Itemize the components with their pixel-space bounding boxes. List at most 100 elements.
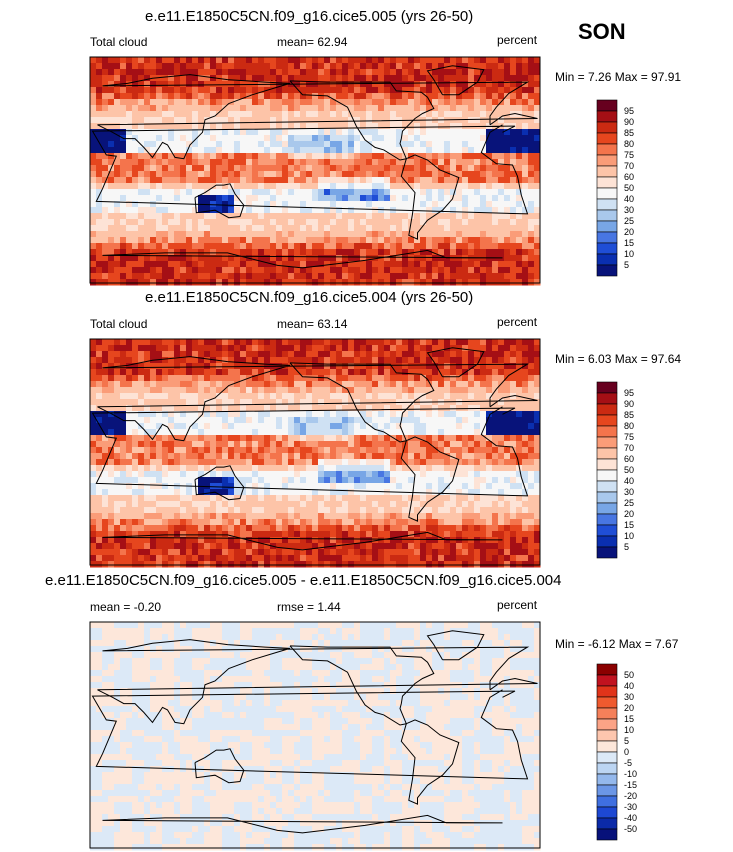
contour-cell (474, 417, 481, 424)
contour-cell (102, 87, 109, 94)
contour-cell (276, 411, 283, 418)
contour-cell (138, 459, 145, 466)
contour-cell (114, 471, 121, 478)
contour-cell (144, 375, 151, 382)
contour-cell (234, 255, 241, 262)
contour-cell (504, 69, 511, 76)
contour-cell (102, 501, 109, 508)
contour-cell (222, 411, 229, 418)
contour-cell (462, 93, 469, 100)
contour-cell (408, 411, 415, 418)
contour-cell (420, 99, 427, 106)
contour-cell (126, 93, 133, 100)
contour-cell (282, 423, 289, 430)
contour-cell (240, 393, 247, 400)
contour-cell (168, 75, 175, 82)
contour-cell (138, 345, 145, 352)
contour-cell (258, 225, 265, 232)
contour-cell (360, 369, 367, 376)
contour-cell (510, 429, 517, 436)
contour-cell (162, 495, 169, 502)
contour-cell (96, 69, 103, 76)
contour-cell (378, 141, 385, 148)
contour-cell (456, 387, 463, 394)
contour-cell (372, 351, 379, 358)
contour-cell (282, 447, 289, 454)
contour-cell (222, 99, 229, 106)
contour-cell (342, 243, 349, 250)
contour-cell (246, 177, 253, 184)
contour-cell (240, 477, 247, 484)
contour-cell (366, 501, 373, 508)
contour-cell (312, 399, 319, 406)
contour-cell (354, 501, 361, 508)
contour-cell (168, 63, 175, 70)
contour-cell (312, 117, 319, 124)
contour-cell (186, 207, 193, 214)
contour-cell (252, 351, 259, 358)
contour-cell (402, 201, 409, 208)
contour-cell (270, 99, 277, 106)
contour-cell (246, 57, 253, 64)
contour-cell (498, 453, 505, 460)
contour-cell (228, 213, 235, 220)
contour-cell (486, 225, 493, 232)
contour-cell (366, 177, 373, 184)
contour-cell (414, 225, 421, 232)
contour-cell (420, 501, 427, 508)
contour-cell (498, 111, 505, 118)
contour-cell (456, 57, 463, 64)
contour-cell (198, 219, 205, 226)
contour-cell (342, 279, 349, 286)
contour-cell (474, 63, 481, 70)
contour-cell (132, 261, 139, 268)
contour-cell (258, 495, 265, 502)
contour-cell (438, 201, 445, 208)
contour-cell (510, 423, 517, 430)
contour-cell (318, 423, 325, 430)
contour-cell (300, 501, 307, 508)
contour-cell (150, 111, 157, 118)
contour-cell (282, 171, 289, 178)
contour-cell (372, 423, 379, 430)
contour-cell (366, 147, 373, 154)
contour-cell (138, 135, 145, 142)
contour-cell (378, 171, 385, 178)
contour-cell (228, 147, 235, 154)
contour-cell (108, 375, 115, 382)
contour-cell (366, 105, 373, 112)
contour-cell (168, 159, 175, 166)
contour-cell (366, 111, 373, 118)
contour-cell (402, 213, 409, 220)
contour-cell (432, 165, 439, 172)
contour-cell (180, 339, 187, 346)
contour-cell (174, 249, 181, 256)
contour-cell (120, 459, 127, 466)
contour-cell (252, 213, 259, 220)
contour-cell (240, 441, 247, 448)
contour-cell (138, 339, 145, 346)
contour-cell (246, 483, 253, 490)
contour-cell (360, 87, 367, 94)
contour-cell (390, 405, 397, 412)
contour-cell (246, 489, 253, 496)
contour-cell (456, 399, 463, 406)
contour-cell (90, 339, 97, 346)
contour-cell (120, 435, 127, 442)
contour-cell (246, 237, 253, 244)
contour-cell (402, 141, 409, 148)
contour-cell (246, 69, 253, 76)
contour-cell (414, 447, 421, 454)
contour-cell (252, 57, 259, 64)
contour-cell (126, 411, 133, 418)
contour-cell (438, 465, 445, 472)
contour-cell (324, 171, 331, 178)
contour-cell (210, 339, 217, 346)
contour-cell (282, 357, 289, 364)
contour-cell (420, 219, 427, 226)
contour-cell (450, 441, 457, 448)
contour-cell (216, 501, 223, 508)
contour-cell (198, 459, 205, 466)
contour-cell (234, 243, 241, 250)
contour-cell (504, 459, 511, 466)
